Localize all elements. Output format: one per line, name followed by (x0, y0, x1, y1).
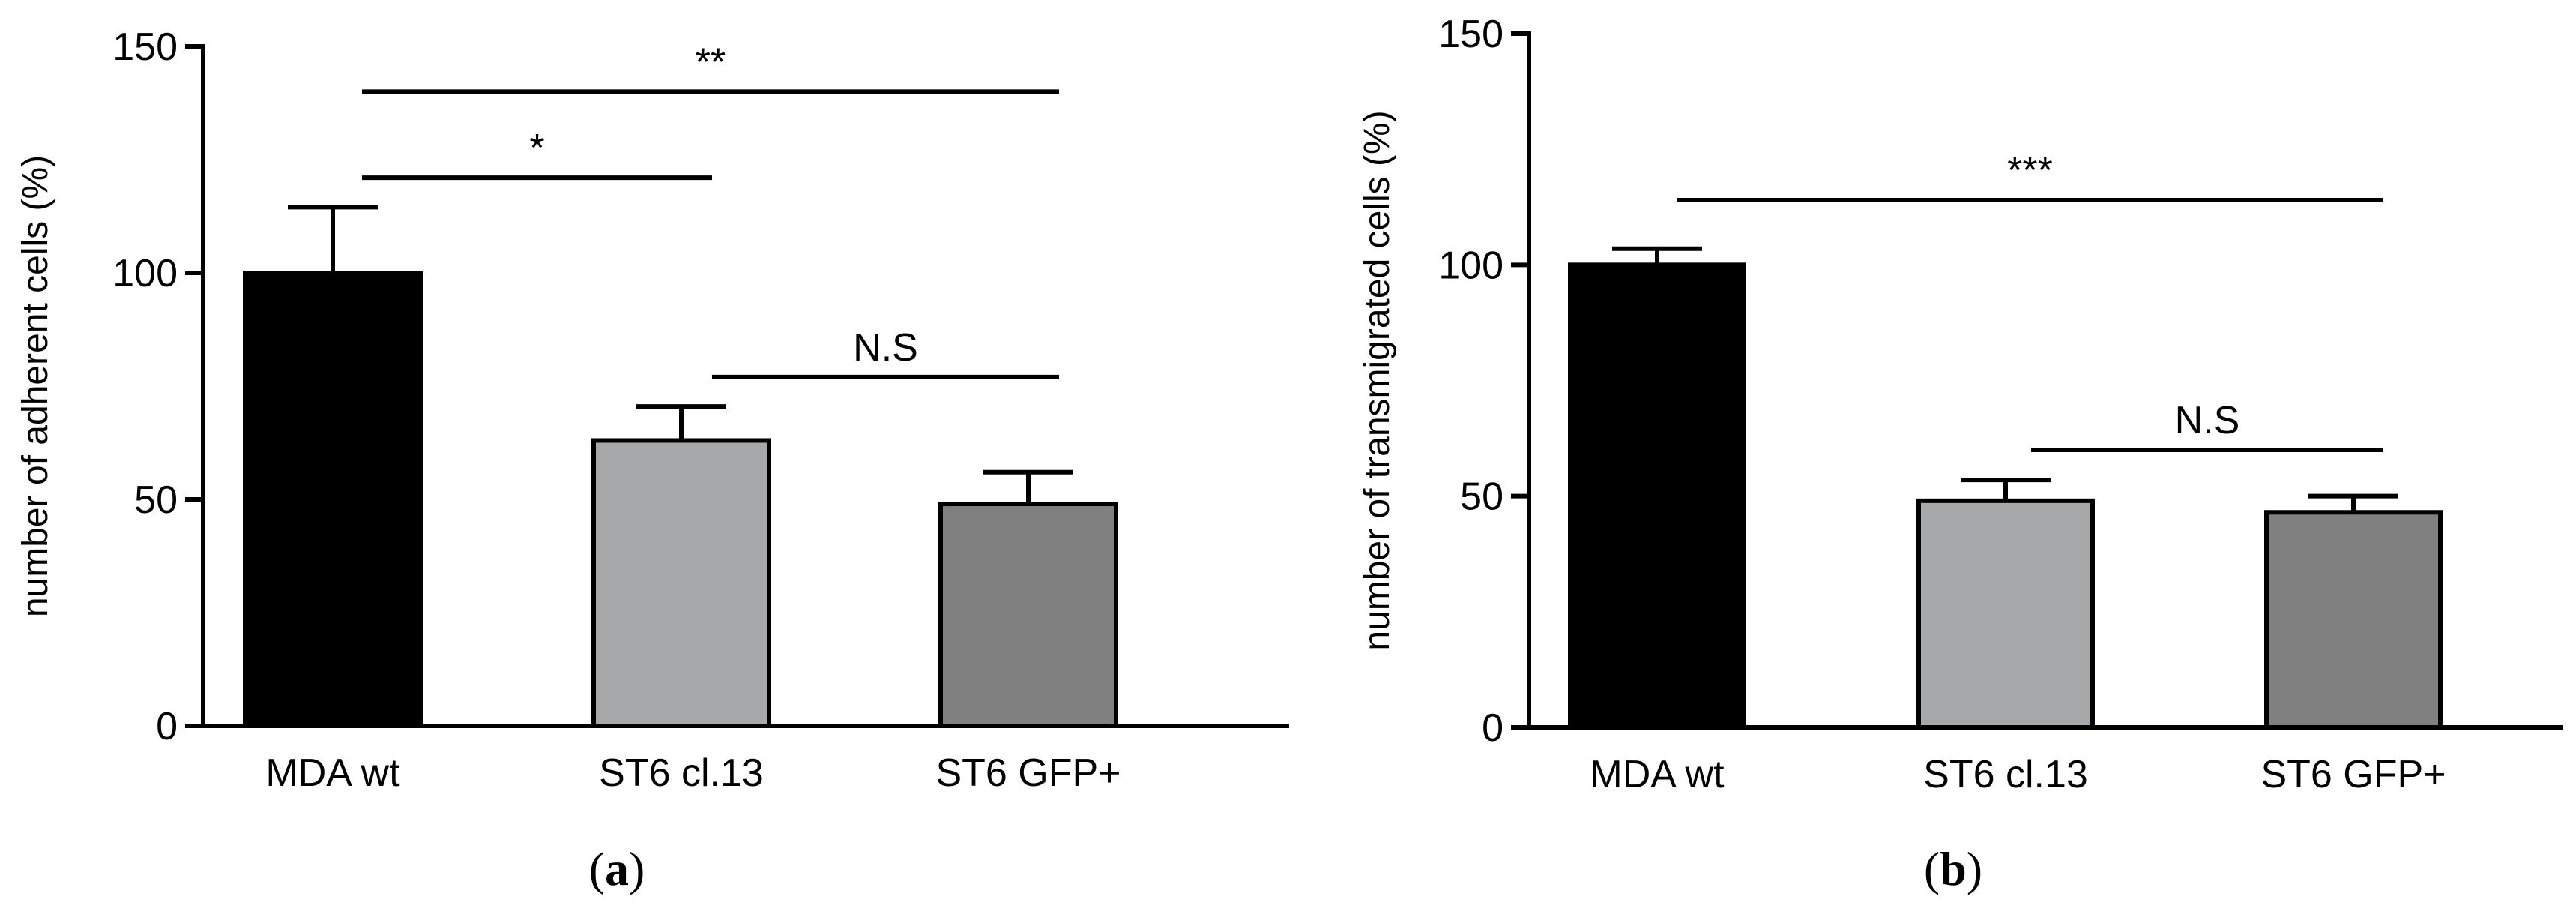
category-label-3: ST6 GFP+ (935, 751, 1120, 795)
chart-panel-b: MDA wt ST6 cl.13 ST6 GFP+ 0 50 100 150 number o… (1357, 13, 2563, 895)
bar-1 (1568, 262, 1746, 730)
category-label-2: ST6 cl.13 (599, 751, 764, 795)
significance-label-2: N.S (2175, 399, 2240, 442)
significance-label-2: * (529, 127, 544, 170)
y-tick-label: 50 (1460, 475, 1503, 519)
bar-2 (1916, 498, 2095, 730)
chart-panel-a: MDA wt ST6 cl.13 ST6 GFP+ 0 50 100 150 number o… (16, 25, 1289, 895)
y-tick-label: 150 (1438, 13, 1503, 56)
bar-2 (591, 438, 771, 728)
significance-label-1: ** (696, 40, 726, 84)
y-tick-label: 0 (1482, 706, 1503, 750)
y-axis-title: number of transmigrated cells (%) (1357, 110, 1397, 650)
y-tick-label: 150 (112, 25, 178, 69)
panel-label: (a) (589, 842, 645, 895)
category-label-1: MDA wt (265, 751, 400, 795)
bar-1 (243, 271, 423, 728)
significance-label-3: N.S (853, 326, 918, 370)
category-label-1: MDA wt (1590, 753, 1725, 796)
y-tick-label: 100 (112, 252, 178, 295)
y-tick-label: 100 (1438, 244, 1503, 287)
y-tick-label: 50 (134, 478, 178, 522)
panel-label: (b) (1924, 842, 1982, 895)
y-axis-title: number of adherent cells (%) (16, 155, 55, 617)
bar-3 (938, 502, 1118, 728)
bar-3 (2264, 510, 2443, 730)
y-tick-label: 0 (156, 705, 178, 748)
category-label-3: ST6 GFP+ (2260, 753, 2446, 796)
significance-label-1: *** (2007, 149, 2053, 193)
category-label-2: ST6 cl.13 (1923, 753, 2088, 796)
